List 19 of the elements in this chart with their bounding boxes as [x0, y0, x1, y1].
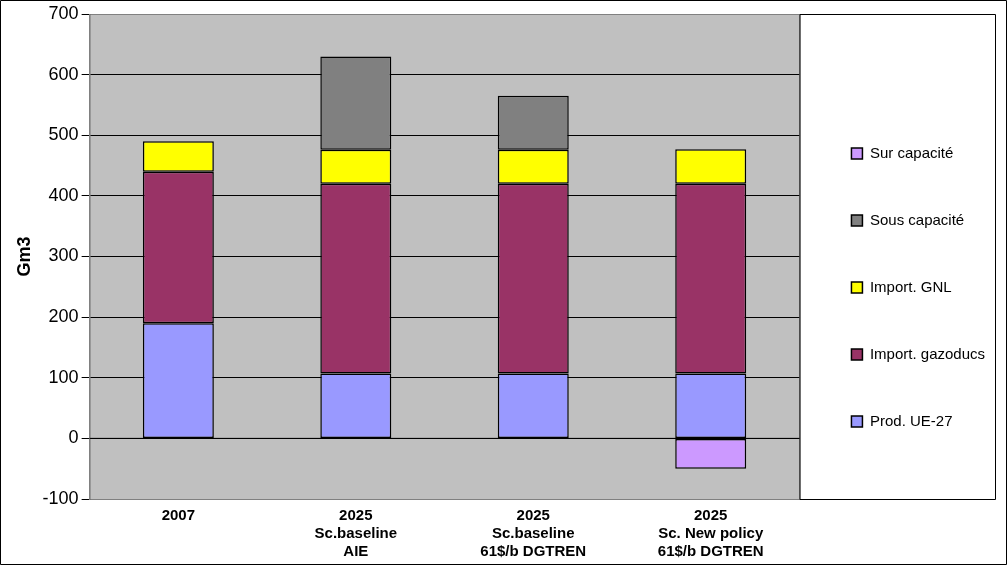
- y-axis-title: Gm3: [13, 236, 34, 277]
- y-tick-label: 600: [48, 63, 79, 84]
- y-tick-label: 100: [48, 366, 79, 387]
- y-tick-label: 700: [48, 2, 79, 23]
- y-tick-label: 500: [48, 124, 79, 145]
- x-tick-label: 2025 Sc.baseline 61$/b DGTREN: [480, 506, 587, 560]
- y-tick-label: 0: [68, 427, 79, 448]
- x-tick-label: 2007: [161, 506, 196, 524]
- y-tick-label: 400: [48, 184, 79, 205]
- legend-label: Import. GNL: [869, 277, 952, 295]
- legend-label: Sur capacité: [869, 143, 954, 161]
- legend-label: Import. gazoducs: [869, 344, 986, 362]
- legend-label: Sous capacité: [869, 210, 965, 228]
- x-tick-label: 2025 Sc.baseline AIE: [314, 506, 398, 560]
- x-tick-label: 2025 Sc. New policy 61$/b DGTREN: [657, 506, 764, 560]
- y-tick-label: 200: [48, 306, 79, 327]
- y-tick-label: 300: [48, 245, 79, 266]
- legend-label: Prod. UE-27: [869, 411, 953, 429]
- y-tick-label: -100: [42, 487, 79, 508]
